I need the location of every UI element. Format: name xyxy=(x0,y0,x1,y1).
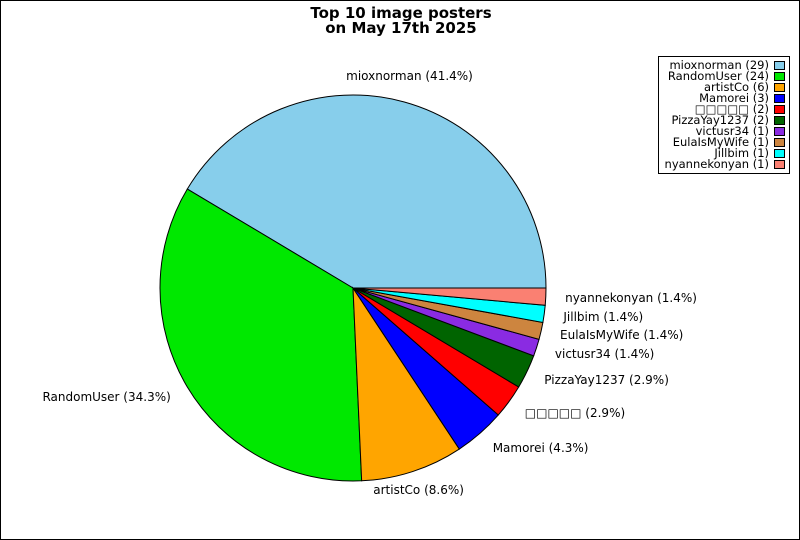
chart-title: Top 10 image posters on May 17th 2025 xyxy=(1,4,799,37)
legend-label: victusr34 (1) xyxy=(695,124,769,138)
pie-slice-label: artistCo (8.6%) xyxy=(373,482,464,497)
legend-label: PizzaYay1237 (2) xyxy=(671,113,769,127)
chart-title-line2: on May 17th 2025 xyxy=(325,19,477,37)
pie-slice-mioxnorman xyxy=(186,94,547,289)
legend-entry: □□□□□ (2) xyxy=(665,102,785,116)
legend-color-swatch xyxy=(774,138,785,147)
pie-slice-label: □□□□□ (2.9%) xyxy=(524,405,626,420)
legend-label: Jillbim (1) xyxy=(714,146,769,160)
legend-entry: RandomUser (24) xyxy=(665,69,785,83)
legend-entry: victusr34 (1) xyxy=(665,124,785,138)
legend-color-swatch xyxy=(774,116,785,125)
legend-label: □□□□□ (2) xyxy=(694,102,769,116)
legend-entry: nyannekonyan (1) xyxy=(664,157,785,171)
legend-color-swatch xyxy=(774,61,785,70)
legend-color-swatch xyxy=(774,83,785,92)
chart-title-line1: Top 10 image posters xyxy=(310,4,492,22)
pie-slice-label: PizzaYay1237 (2.9%) xyxy=(544,373,669,388)
legend-label: Mamorei (3) xyxy=(699,91,769,105)
legend-label: RandomUser (24) xyxy=(667,69,769,83)
legend-color-swatch xyxy=(774,160,785,169)
legend-label: artistCo (6) xyxy=(704,80,769,94)
legend-color-swatch xyxy=(774,94,785,103)
legend-entry: mioxnorman (29) xyxy=(665,58,785,72)
pie-slice-label: mioxnorman (41.4%) xyxy=(346,69,473,84)
legend-color-swatch xyxy=(774,72,785,81)
legend-label: EulaIsMyWife (1) xyxy=(672,135,769,149)
legend-entry: Jillbim (1) xyxy=(665,146,785,160)
pie-slice-label: victusr34 (1.4%) xyxy=(554,346,655,361)
pie-slice-label: EulaIsMyWife (1.4%) xyxy=(560,328,684,343)
pie-slice-label: Mamorei (4.3%) xyxy=(492,440,589,455)
pie-slice-artistCo xyxy=(352,286,461,482)
legend-color-swatch xyxy=(774,105,785,114)
legend-entry: EulaIsMyWife (1) xyxy=(665,135,785,149)
pie-slice-RandomUser xyxy=(159,188,363,482)
pie-slice-nyannekonyan xyxy=(352,287,547,306)
legend-label: mioxnorman (29) xyxy=(669,58,769,72)
legend-label: nyannekonyan (1) xyxy=(664,157,769,171)
legend-entry: artistCo (6) xyxy=(665,80,785,94)
pie-slice-label: Jillbim (1.4%) xyxy=(563,309,644,324)
pie-slice-label: nyannekonyan (1.4%) xyxy=(565,290,697,305)
legend-box: mioxnorman (29) RandomUser (24) artistCo (… xyxy=(657,56,790,174)
legend-entry: Mamorei (3) xyxy=(665,91,785,105)
legend-color-swatch xyxy=(774,149,785,158)
pie-slice-label: RandomUser (34.3%) xyxy=(42,389,171,404)
legend-entry: PizzaYay1237 (2) xyxy=(665,113,785,127)
legend-color-swatch xyxy=(774,127,785,136)
